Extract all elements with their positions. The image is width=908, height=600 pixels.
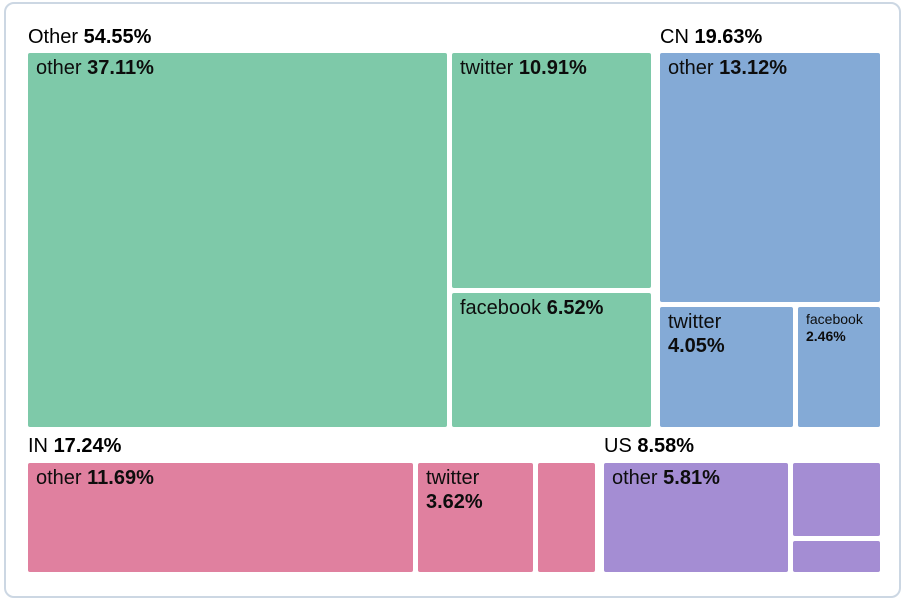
treemap-cell-in-other[interactable]: other 11.69% xyxy=(28,463,413,572)
cell-percentage: 13.12% xyxy=(719,57,787,79)
treemap-cell-us-unlabeled[interactable] xyxy=(793,541,880,572)
treemap-group-label-cn: CN 19.63% xyxy=(660,25,762,49)
cell-name: facebook xyxy=(460,297,542,319)
treemap-cell-in-twitter[interactable]: twitter 3.62% xyxy=(418,463,533,572)
cell-name: other xyxy=(36,467,82,489)
cell-name: twitter xyxy=(460,57,514,79)
cell-percentage: 6.52% xyxy=(546,297,604,319)
cell-name: other xyxy=(36,57,82,79)
treemap-cell-other-twitter[interactable]: twitter 10.91% xyxy=(452,53,651,288)
cell-name: other xyxy=(612,467,658,489)
cell-percentage: 11.69% xyxy=(87,467,154,489)
group-percentage: 8.58% xyxy=(637,435,695,457)
treemap-cell-other-other[interactable]: other 37.11% xyxy=(28,53,447,427)
treemap-cell-us-unlabeled[interactable] xyxy=(793,463,880,536)
treemap-group-label-other: Other 54.55% xyxy=(28,25,151,49)
cell-percentage: 3.62% xyxy=(426,490,483,513)
group-percentage: 54.55% xyxy=(83,26,152,48)
group-name: US xyxy=(604,435,632,457)
cell-percentage: 10.91% xyxy=(518,57,587,79)
cell-percentage: 2.46% xyxy=(806,327,846,344)
group-name: IN xyxy=(28,435,48,457)
treemap-cell-cn-other[interactable]: other 13.12% xyxy=(660,53,880,302)
cell-name: twitter xyxy=(426,467,480,489)
cell-name: facebook xyxy=(806,311,863,327)
cell-percentage: 5.81% xyxy=(663,467,720,489)
group-name: Other xyxy=(28,26,79,48)
cell-percentage: 4.05% xyxy=(668,334,725,357)
treemap-group-label-in: IN 17.24% xyxy=(28,434,121,458)
treemap-cell-other-facebook[interactable]: facebook 6.52% xyxy=(452,293,651,427)
cell-name: twitter xyxy=(668,311,722,333)
treemap-cell-us-other[interactable]: other 5.81% xyxy=(604,463,788,572)
group-name: CN xyxy=(660,26,689,48)
cell-percentage: 37.11% xyxy=(87,57,154,79)
treemap-cell-in-unlabeled[interactable] xyxy=(538,463,595,572)
cell-name: other xyxy=(668,57,714,79)
treemap-group-label-us: US 8.58% xyxy=(604,434,694,458)
group-percentage: 19.63% xyxy=(694,26,763,48)
treemap-cell-cn-twitter[interactable]: twitter 4.05% xyxy=(660,307,793,427)
treemap-cell-cn-facebook[interactable]: facebook 2.46% xyxy=(798,307,880,427)
group-percentage: 17.24% xyxy=(53,435,122,457)
